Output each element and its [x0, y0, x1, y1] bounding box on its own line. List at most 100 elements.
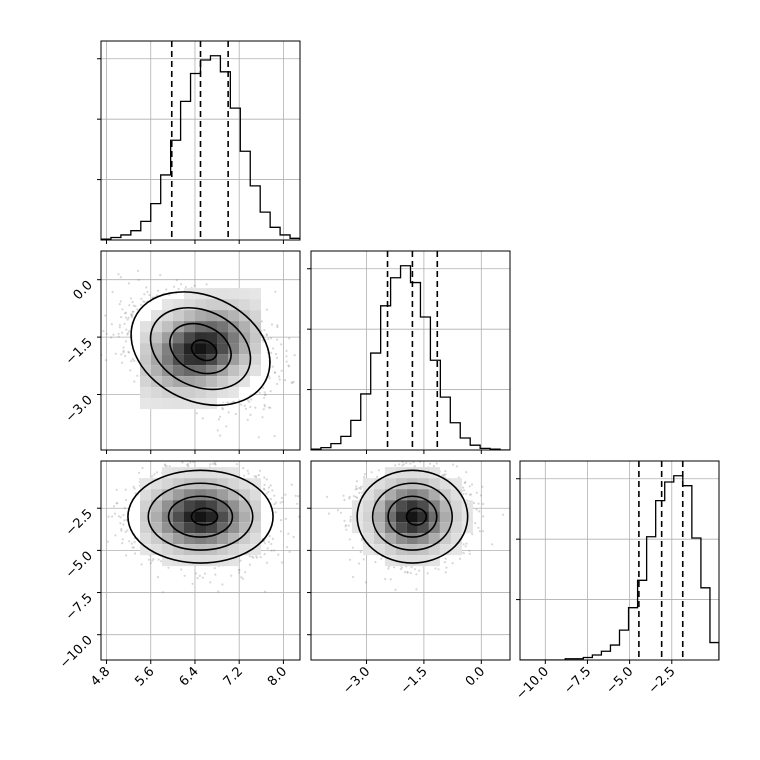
sample-point	[280, 561, 283, 564]
density-cell	[173, 343, 184, 355]
sample-point	[261, 416, 264, 419]
density-cell	[140, 398, 151, 410]
density-cell	[239, 321, 250, 333]
sample-point	[159, 274, 162, 277]
density-cell	[250, 354, 261, 366]
sample-point	[213, 463, 217, 466]
sample-point	[273, 435, 276, 438]
density-cell	[195, 387, 206, 399]
density-cell	[206, 365, 217, 377]
density-cell	[184, 365, 195, 377]
sample-point	[267, 406, 270, 409]
sample-point	[264, 393, 267, 397]
density-cell	[206, 321, 217, 333]
density-cell	[195, 299, 206, 311]
sample-point	[110, 336, 113, 339]
sample-point	[247, 472, 250, 475]
sample-point	[291, 381, 294, 385]
sample-point	[257, 436, 260, 439]
histogram-step	[520, 475, 719, 660]
sample-point	[119, 522, 122, 525]
sample-point	[285, 349, 288, 352]
density-cell	[217, 332, 228, 344]
sample-point	[132, 485, 135, 488]
sample-point	[117, 332, 120, 335]
sample-point	[123, 354, 127, 357]
sample-point	[227, 411, 230, 414]
sample-point	[155, 471, 158, 474]
sample-point	[114, 534, 117, 537]
sample-point	[146, 290, 149, 294]
sample-point	[265, 561, 269, 564]
sample-point	[263, 329, 266, 332]
sample-point	[280, 369, 283, 372]
sample-point	[274, 290, 277, 293]
sample-point	[186, 463, 189, 467]
sample-point	[234, 412, 237, 416]
sample-point	[213, 567, 216, 570]
density-cell	[151, 387, 162, 399]
density-cell	[184, 310, 195, 322]
sample-point	[296, 502, 299, 505]
sample-point	[121, 331, 124, 334]
sample-point	[112, 505, 116, 508]
sample-point	[259, 556, 262, 559]
density-cell	[184, 387, 195, 399]
sample-point	[249, 405, 252, 409]
density-cell	[228, 365, 239, 377]
sample-point	[130, 315, 134, 319]
sample-point	[266, 547, 269, 550]
sample-point	[213, 461, 216, 464]
sample-point	[124, 530, 127, 534]
sample-point	[133, 487, 136, 490]
sample-point	[129, 297, 133, 300]
density-cell	[250, 288, 261, 300]
density-cell	[217, 299, 228, 311]
density-cell	[140, 332, 151, 344]
sample-point	[274, 352, 277, 356]
sample-point	[157, 558, 160, 561]
density-cell	[140, 321, 151, 333]
sample-point	[166, 458, 168, 460]
sample-point	[268, 377, 271, 380]
sample-point	[244, 407, 248, 410]
sample-point	[121, 361, 124, 364]
sample-point	[285, 360, 288, 363]
sample-point	[241, 577, 244, 580]
sample-point	[124, 498, 128, 502]
sample-point	[104, 314, 107, 317]
density-cell	[206, 299, 217, 311]
sample-point	[263, 403, 266, 406]
sample-point	[263, 483, 266, 486]
sample-point	[172, 285, 176, 288]
sample-point	[279, 530, 282, 533]
scatter-panel-1-0	[97, 250, 301, 454]
sample-point	[120, 316, 123, 319]
sample-point	[125, 518, 128, 522]
sample-point	[136, 308, 139, 311]
sample-point	[130, 542, 133, 545]
sample-point	[111, 290, 114, 294]
sample-point	[118, 326, 121, 329]
density-cell	[206, 343, 217, 355]
sample-point	[132, 310, 135, 313]
sample-point	[203, 453, 205, 455]
sample-point	[292, 380, 295, 383]
sample-point	[177, 287, 180, 291]
density-cell	[184, 321, 195, 333]
sample-point	[276, 325, 279, 329]
sample-point	[264, 393, 267, 396]
histogram-step	[311, 265, 510, 450]
sample-point	[278, 375, 281, 378]
panel-grid	[520, 461, 719, 660]
density-cell	[206, 288, 217, 300]
sample-point	[148, 293, 151, 297]
sample-point	[272, 347, 275, 350]
sample-point	[126, 318, 129, 321]
sample-point	[198, 574, 201, 578]
sample-point	[287, 532, 290, 535]
sample-point	[297, 495, 300, 498]
sample-point	[121, 308, 124, 311]
sample-point	[240, 576, 243, 579]
density-cell	[228, 299, 239, 311]
